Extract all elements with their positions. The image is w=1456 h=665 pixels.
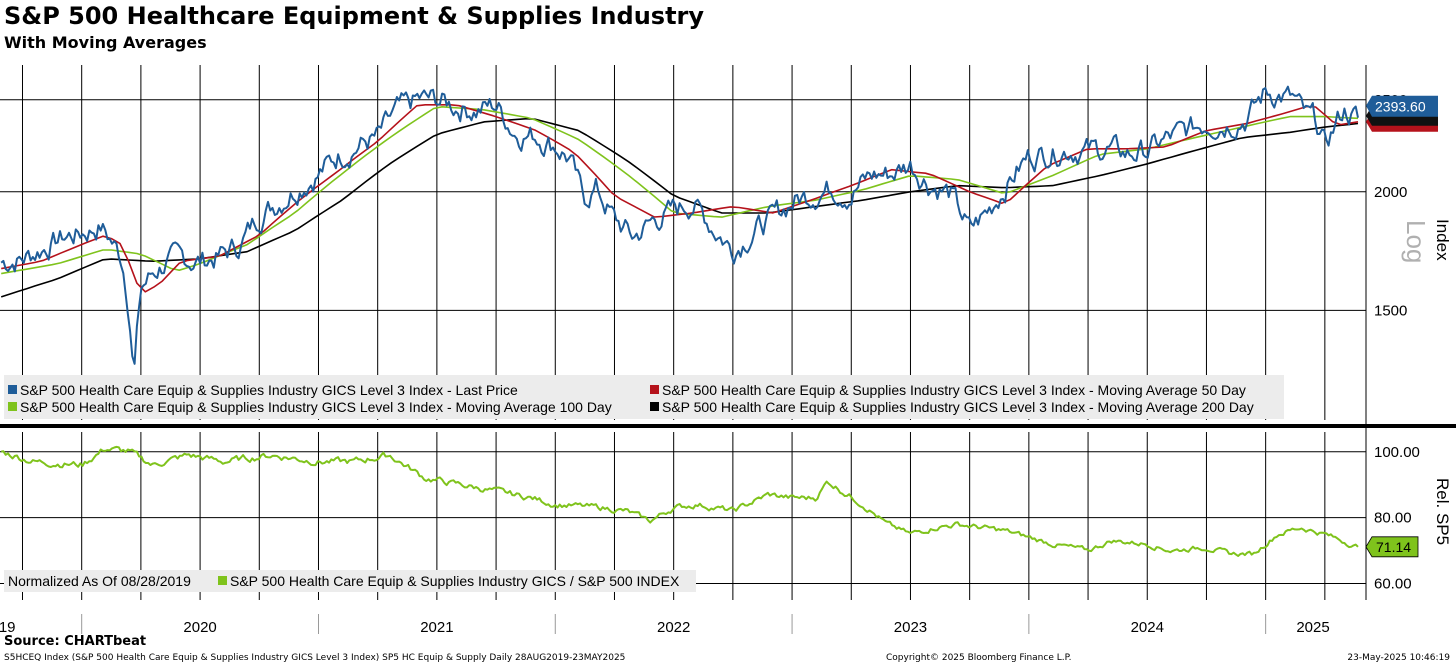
x-tick-label: 2021 — [420, 619, 453, 636]
last-value-label: 71.14 — [1376, 539, 1411, 555]
x-tick-label: 2019 — [0, 619, 16, 636]
legend-swatch — [8, 402, 17, 411]
legend-entry: S&P 500 Health Care Equip & Supplies Ind… — [20, 382, 518, 398]
x-tick-label: 2022 — [657, 619, 690, 636]
legend-entry: S&P 500 Health Care Equip & Supplies Ind… — [20, 399, 612, 415]
y-tick-label: 2000 — [1374, 184, 1407, 201]
y-tick-label: 80.00 — [1374, 510, 1412, 527]
x-tick-label: 2025 — [1296, 619, 1329, 636]
series-line-ma50 — [1, 104, 1359, 293]
y-tick-label: 60.00 — [1374, 576, 1412, 593]
chart-subtitle: With Moving Averages — [4, 33, 207, 52]
legend-entry: S&P 500 Health Care Equip & Supplies Ind… — [230, 573, 680, 589]
y-axis-title: Index — [1433, 219, 1452, 261]
copyright-notice: Copyright© 2025 Bloomberg Finance L.P. — [886, 653, 1072, 663]
x-tick-label: 2023 — [894, 619, 927, 636]
series-line-relative — [1, 445, 1359, 557]
x-tick-label: 2020 — [183, 619, 216, 636]
y-tick-label: 1500 — [1374, 302, 1407, 319]
chart-title: S&P 500 Healthcare Equipment & Supplies … — [4, 2, 705, 30]
legend-swatch — [650, 385, 659, 394]
last-value-flag-relative — [1365, 536, 1419, 558]
series-group — [0, 85, 1359, 557]
panel-separator — [0, 424, 1456, 428]
legend-entry: S&P 500 Health Care Equip & Supplies Ind… — [662, 399, 1254, 415]
x-tick-label: 2024 — [1131, 619, 1164, 636]
last-value-flag-price — [1366, 95, 1438, 117]
y-axis-title: Rel. SP5 — [1433, 478, 1452, 545]
scale-label: Log — [1401, 220, 1431, 263]
x-axis — [81, 614, 1267, 634]
legend-prefix: Normalized As Of 08/28/2019 — [8, 573, 191, 589]
series-line-last-price — [0, 85, 1359, 365]
source-label: Source: CHARTbeat — [4, 634, 147, 649]
ticker-description: S5HCEQ Index (S&P 500 Health Care Equip … — [4, 653, 626, 663]
timestamp: 23-May-2025 10:46:19 — [1347, 653, 1450, 663]
legend-box — [4, 375, 1284, 419]
legend-swatch — [8, 385, 17, 394]
last-value-label: 2393.60 — [1375, 99, 1426, 115]
legend-swatch — [650, 402, 659, 411]
series-line-ma100 — [1, 106, 1359, 275]
legend-box — [4, 570, 696, 592]
legend-swatch — [218, 576, 227, 585]
y-tick-label: 100.00 — [1374, 444, 1420, 461]
legend-entry: S&P 500 Health Care Equip & Supplies Ind… — [662, 382, 1246, 398]
